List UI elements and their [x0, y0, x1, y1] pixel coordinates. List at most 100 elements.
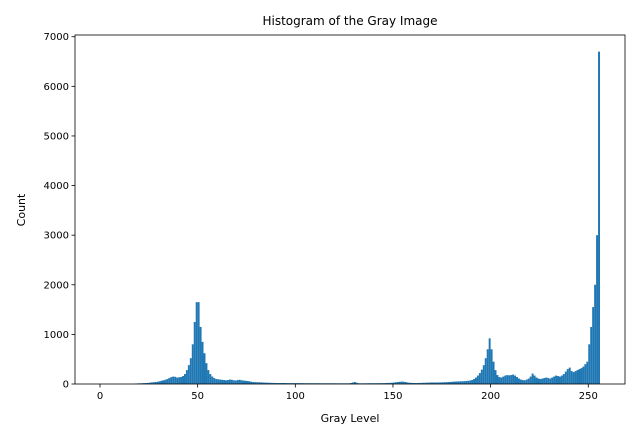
bar: [530, 377, 532, 384]
bar: [573, 372, 575, 384]
bar: [479, 373, 481, 384]
bar: [594, 285, 596, 384]
bar: [577, 370, 579, 384]
bars: [135, 52, 600, 384]
axes-frame: [75, 35, 625, 384]
bar: [225, 380, 227, 384]
y-tick-label: 0: [63, 380, 69, 391]
bar: [164, 380, 166, 384]
bar: [461, 381, 463, 384]
bar: [580, 368, 582, 384]
bar: [549, 379, 551, 384]
x-tick-label: 0: [97, 391, 103, 402]
bar: [524, 380, 526, 384]
bar: [229, 380, 231, 384]
x-tick-label: 250: [579, 391, 598, 402]
bar: [211, 377, 213, 384]
bar: [190, 358, 192, 384]
x-tick-label: 200: [481, 391, 500, 402]
bar: [512, 375, 514, 384]
y-tick-label: 3000: [44, 231, 69, 242]
bar: [483, 365, 485, 384]
bar: [498, 377, 500, 384]
bar: [495, 370, 497, 384]
bar: [536, 378, 538, 384]
bar: [582, 367, 584, 384]
bar: [534, 376, 536, 384]
x-tick-label: 100: [286, 391, 305, 402]
bar: [500, 378, 502, 384]
x-tick-label: 150: [383, 391, 402, 402]
bar: [561, 376, 563, 384]
bar: [205, 363, 207, 384]
bar: [459, 381, 461, 384]
chart-title: Histogram of the Gray Image: [262, 14, 437, 28]
bar: [489, 338, 491, 384]
y-tick-label: 4000: [44, 181, 69, 192]
bar: [170, 377, 172, 384]
ticks: 0 50 100 150 200 250 0 1000 2000 3000 4000 5000 6000…: [44, 32, 598, 402]
bar: [215, 379, 217, 384]
bar: [588, 344, 590, 384]
bar: [586, 362, 588, 384]
bar: [584, 364, 586, 384]
bar: [473, 379, 475, 384]
bar: [202, 342, 204, 384]
bar: [496, 375, 498, 384]
bar: [528, 379, 530, 384]
bar: [180, 377, 182, 384]
bar: [522, 380, 524, 384]
bar: [245, 381, 247, 384]
bar: [569, 368, 571, 384]
bar: [559, 377, 561, 384]
bar: [243, 381, 245, 384]
bar: [543, 378, 545, 384]
bar: [463, 381, 465, 384]
bar: [209, 374, 211, 384]
bar: [159, 381, 161, 384]
x-axis-label: Gray Level: [321, 412, 380, 425]
bar: [532, 374, 534, 384]
bar: [547, 378, 549, 384]
bar: [551, 378, 553, 384]
bar: [481, 370, 483, 384]
y-axis-label: Count: [15, 193, 28, 226]
bar: [579, 369, 581, 384]
bar: [237, 380, 239, 384]
y-tick-label: 2000: [44, 280, 69, 291]
bar: [493, 362, 495, 384]
bar: [163, 380, 165, 384]
bar: [510, 375, 512, 384]
bar: [246, 381, 248, 384]
bar: [248, 381, 250, 384]
bar: [592, 307, 594, 384]
bar: [168, 378, 170, 384]
bar: [227, 380, 229, 384]
bar: [557, 376, 559, 384]
x-tick-label: 50: [191, 391, 204, 402]
bar: [235, 381, 237, 384]
bar: [541, 379, 543, 384]
bar: [491, 349, 493, 384]
bar: [184, 374, 186, 384]
bar: [192, 344, 194, 384]
bar: [598, 52, 600, 384]
bar: [545, 378, 547, 384]
bar: [487, 349, 489, 384]
bar: [188, 365, 190, 384]
y-tick-label: 1000: [44, 330, 69, 341]
bar: [174, 377, 176, 384]
bar: [213, 378, 215, 384]
y-tick-label: 6000: [44, 82, 69, 93]
bar: [223, 380, 225, 384]
bar: [475, 378, 477, 384]
bar: [516, 377, 518, 384]
bar: [467, 381, 469, 384]
bar: [161, 381, 163, 384]
bar: [186, 370, 188, 384]
y-tick-label: 5000: [44, 131, 69, 142]
bar: [471, 380, 473, 384]
bar: [590, 327, 592, 384]
bar: [565, 372, 567, 384]
